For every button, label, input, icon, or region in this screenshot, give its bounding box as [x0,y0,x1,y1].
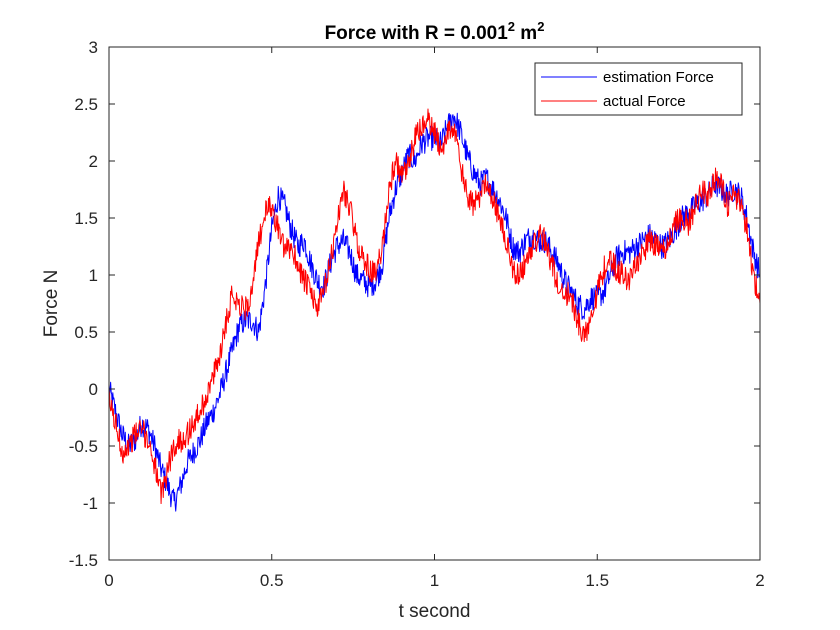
y-tick-label: 3 [89,38,98,57]
x-tick-label: 2 [755,571,764,590]
y-tick-label: -0.5 [69,437,98,456]
legend: estimation Force actual Force [534,62,743,116]
x-tick-label: 0 [104,571,113,590]
legend-label-estimation: estimation Force [603,69,714,86]
legend-label-actual: actual Force [603,93,686,110]
plot-area [109,47,760,560]
y-tick-label: 0.5 [74,323,98,342]
series-layer [108,108,761,512]
y-tick-label: 2.5 [74,95,98,114]
y-tick-label: 0 [89,380,98,399]
y-axis: -1.5 -1 -0.5 0 0.5 1 1.5 2 2.5 3 [69,38,760,570]
title-unit: m [515,23,537,44]
x-axis-label: t second [399,601,471,622]
y-tick-label: 1 [89,266,98,285]
title-superscript-2: 2 [537,19,544,34]
y-tick-label: 1.5 [74,209,98,228]
y-tick-label: -1.5 [69,551,98,570]
x-tick-label: 0.5 [260,571,284,590]
x-tick-label: 1 [430,571,439,590]
chart-title: Force with R = 0.0012 m2 [325,19,545,44]
legend-box [534,62,743,116]
x-axis: 0 0.5 1 1.5 2 [104,47,765,590]
y-axis-label: Force N [41,270,62,338]
series-line-actual [108,108,761,505]
y-tick-label: 2 [89,152,98,171]
title-superscript-1: 2 [508,19,515,34]
title-prefix: Force with R = 0.001 [325,23,509,44]
y-tick-label: -1 [83,494,98,513]
x-tick-label: 1.5 [585,571,609,590]
